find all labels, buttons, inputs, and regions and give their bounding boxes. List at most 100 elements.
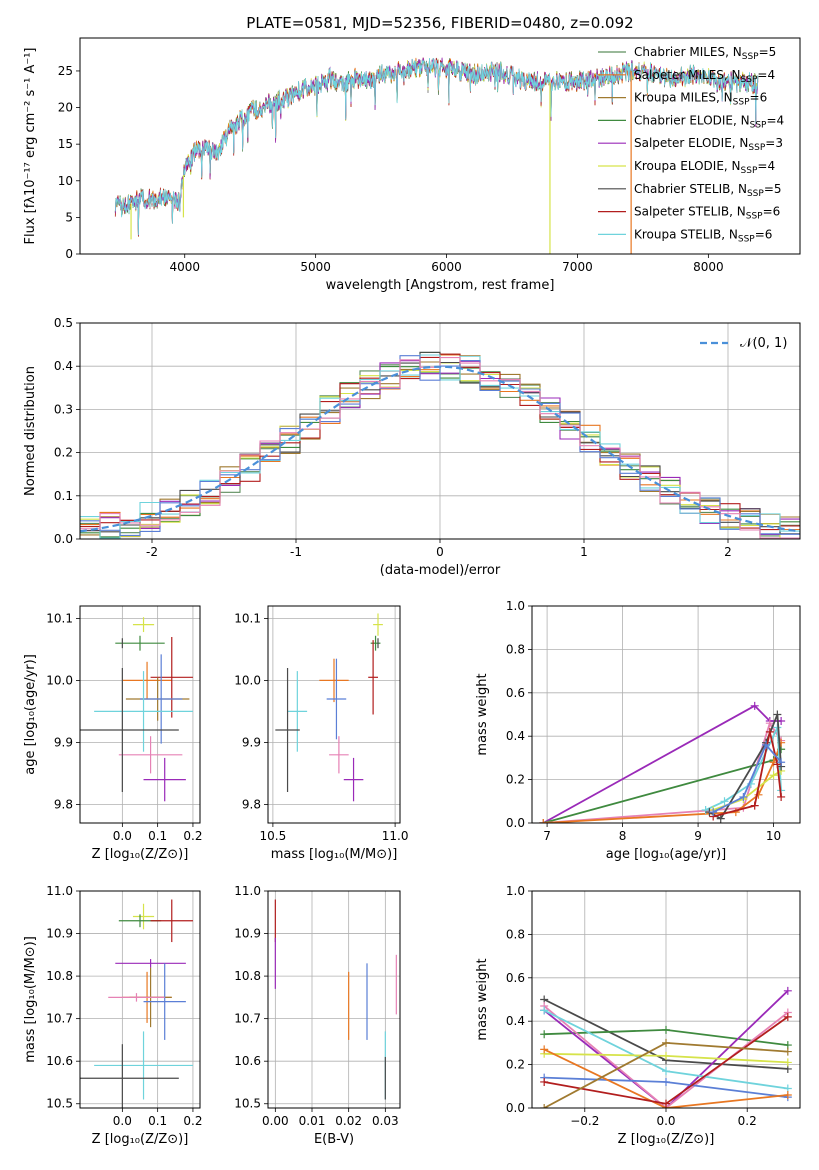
y-tick-label: 10.9: [234, 927, 261, 941]
weight-line: [543, 1005, 789, 1108]
legend-label-part: Kroupa MILES, N: [634, 91, 733, 105]
plot-area: [539, 701, 786, 823]
legend-label: Salpeter MILES, NSSP=4: [634, 68, 775, 85]
legend-label-part: SSP: [741, 75, 758, 85]
y-tick-label: 0: [65, 247, 73, 261]
x-tick-label: 5000: [300, 260, 331, 274]
y-tick-label: 0.8: [506, 642, 525, 656]
legend-label-part: Salpeter MILES, N: [634, 68, 741, 82]
y-tick-label: 20: [58, 101, 73, 115]
legend-label: Salpeter STELIB, NSSP=6: [634, 205, 780, 222]
x-tick-label: 0.2: [183, 1114, 202, 1128]
y-tick-label: 0.4: [506, 729, 525, 743]
x-axis-label: age [log₁₀(age/yr)]: [606, 847, 727, 862]
weight-marker: [783, 1012, 792, 1021]
y-tick-label: 0.2: [506, 773, 525, 787]
y-tick-label: 0.8: [506, 927, 525, 941]
x-tick-label: 9: [694, 829, 702, 843]
x-axis-label: mass [log₁₀(M/M⊙)]: [271, 847, 398, 862]
panel-weight-vs-Z: −0.2 0.0 0.2 0.0 0.2 0.4 0.6 0.8 1.0 Z [log₁₀(Z/Z…: [475, 884, 801, 1147]
legend-label-part: Kroupa ELODIE, N: [634, 159, 741, 173]
axes-frame: [79, 605, 201, 824]
y-tick-label: 0.0: [54, 532, 73, 546]
x-tick-label: -2: [146, 545, 158, 559]
weight-marker: [777, 792, 786, 801]
panel-residuals: -2 -1 0 1 2 0.0 0.1 0.2 0.3 0.4 0.5 (data-model)/er…: [23, 316, 801, 578]
weight-marker: [739, 792, 748, 801]
y-tick-label: 0.6: [506, 971, 525, 985]
weight-marker: [662, 1038, 670, 1047]
y-tick-label: 10.8: [46, 969, 73, 983]
y-tick-label: 9.9: [54, 735, 73, 749]
x-axis-label: Z [log₁₀(Z/Z⊙)]: [618, 1132, 715, 1147]
plot-area: [275, 613, 383, 802]
x-tick-label: 0.2: [183, 829, 202, 843]
legend-label-part: Chabrier MILES, N: [634, 45, 742, 59]
weight-marker: [783, 1047, 792, 1056]
weight-marker: [765, 727, 774, 736]
y-tick-label: 10.7: [234, 1012, 261, 1026]
x-axis-label: (data-model)/error: [380, 563, 501, 578]
x-tick-label: 11.0: [382, 829, 409, 843]
legend-label-part: SSP: [738, 234, 755, 244]
x-tick-label: 0.0: [113, 1114, 132, 1128]
y-tick-label: 9.9: [242, 735, 261, 749]
legend-label-part: Salpeter ELODIE, N: [634, 136, 748, 150]
legend-label: Kroupa STELIB, NSSP=6: [634, 227, 772, 244]
y-tick-label: 0.0: [506, 1101, 525, 1115]
x-tick-label: 0.1: [148, 829, 167, 843]
x-tick-label: −0.2: [570, 1114, 599, 1128]
weight-line: [543, 990, 789, 1108]
y-axis-label: Normed distribution: [23, 366, 38, 496]
legend-label: Kroupa MILES, NSSP=6: [634, 91, 767, 108]
panel-mass-vs-ebv: 0.00 0.01 0.02 0.03 10.5 10.6 10.7 10.8 10.9 11.0…: [234, 884, 401, 1147]
y-tick-label: 10.0: [46, 673, 73, 687]
y-tick-label: 10: [58, 174, 73, 188]
weight-marker: [783, 1090, 792, 1099]
weight-marker: [765, 719, 774, 728]
x-tick-label: -1: [290, 545, 302, 559]
y-tick-label: 11.0: [46, 884, 73, 898]
legend-label-part: SSP: [750, 120, 767, 130]
plot-area: [80, 351, 800, 539]
weight-marker: [662, 1099, 670, 1108]
y-tick-label: 11.0: [234, 884, 261, 898]
y-tick-label: 0.5: [54, 316, 73, 330]
weight-marker: [720, 797, 729, 806]
weight-marker: [540, 1077, 549, 1086]
x-tick-label: 8000: [693, 260, 724, 274]
x-axis-label: Z [log₁₀(Z/Z⊙)]: [92, 847, 189, 862]
x-tick-label: 2: [724, 545, 732, 559]
panel-mass-vs-Z: 0.0 0.1 0.2 10.5 10.6 10.7 10.8 10.9 11.0 Z [log₁…: [23, 884, 202, 1147]
x-tick-label: 0.0: [656, 1114, 675, 1128]
plot-area: [540, 986, 792, 1108]
legend-label-part: Salpeter STELIB, N: [634, 205, 746, 219]
y-tick-label: 0.2: [506, 1058, 525, 1072]
y-tick-label: 10.0: [234, 673, 261, 687]
gaussian-curve: [80, 365, 800, 533]
y-tick-label: 0.4: [506, 1014, 525, 1028]
y-tick-label: 0.1: [54, 489, 73, 503]
axes-frame: [79, 890, 201, 1109]
y-tick-label: 10.1: [46, 611, 73, 625]
x-tick-label: 8: [619, 829, 627, 843]
axes-frame: [79, 37, 801, 255]
x-tick-label: 0.1: [148, 1114, 167, 1128]
weight-marker: [662, 1025, 670, 1034]
weight-marker: [540, 1006, 549, 1015]
legend-label: Chabrier MILES, NSSP=5: [634, 45, 776, 62]
x-tick-label: 0.2: [738, 1114, 757, 1128]
x-tick-label: 7000: [562, 260, 593, 274]
weight-marker: [540, 1045, 549, 1054]
y-axis-label: mass weight: [475, 673, 490, 755]
y-axis-label: mass [log₁₀(M/M⊙)]: [23, 936, 38, 1063]
legend-label-part: =4: [757, 159, 775, 173]
panel-age-vs-mass: 10.5 11.0 9.8 9.9 10.0 10.1 mass [log₁₀(M/M⊙)]: [234, 605, 409, 862]
weight-marker: [540, 1104, 549, 1108]
weight-marker: [762, 740, 771, 749]
legend-label: Kroupa ELODIE, NSSP=4: [634, 159, 775, 176]
axes-frame: [531, 605, 801, 824]
y-tick-label: 25: [58, 64, 73, 78]
axes-frame: [267, 890, 401, 1109]
x-tick-label: 4000: [169, 260, 200, 274]
